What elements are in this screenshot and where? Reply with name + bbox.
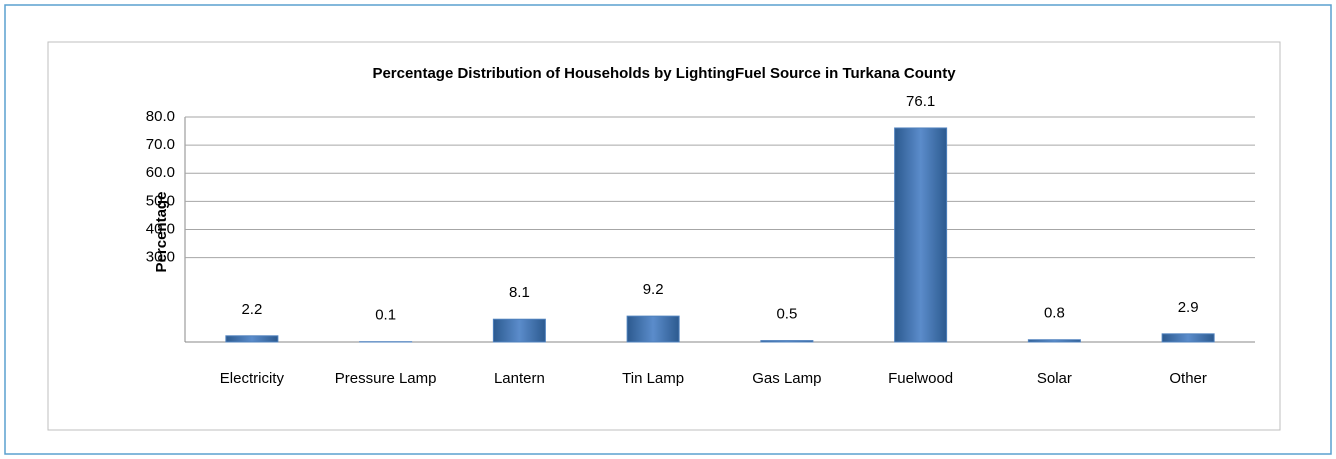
- data-label: 9.2: [643, 281, 664, 298]
- bar: [626, 315, 680, 343]
- data-label: 0.8: [1044, 305, 1065, 322]
- y-tick-label: 40.0: [146, 220, 175, 237]
- y-tick-label: 60.0: [146, 164, 175, 181]
- y-tick-label: 80.0: [146, 108, 175, 125]
- x-tick-label: Fuelwood: [888, 370, 953, 387]
- x-tick-label: Tin Lamp: [622, 370, 684, 387]
- x-tick-label: Pressure Lamp: [335, 370, 437, 387]
- x-tick-label: Other: [1169, 370, 1207, 387]
- chart-title: Percentage Distribution of Households by…: [372, 65, 956, 82]
- x-tick-label: Solar: [1037, 370, 1072, 387]
- bar: [1027, 339, 1081, 343]
- x-tick-label: Electricity: [220, 370, 285, 387]
- data-label: 0.1: [375, 307, 396, 324]
- data-label: 8.1: [509, 284, 530, 301]
- bar: [225, 335, 279, 343]
- y-axis-title: Percentage: [153, 192, 170, 273]
- x-tick-label: Gas Lamp: [752, 370, 821, 387]
- y-tick-label: 50.0: [146, 192, 175, 209]
- data-label: 0.5: [776, 306, 797, 323]
- data-label: 2.9: [1178, 299, 1199, 316]
- y-tick-label: 70.0: [146, 136, 175, 153]
- data-label: 76.1: [906, 93, 935, 110]
- chart-frame: [47, 41, 1281, 431]
- bar: [1161, 333, 1215, 343]
- bar: [492, 318, 546, 343]
- data-label: 2.2: [241, 301, 262, 318]
- y-tick-label: 30.0: [146, 249, 175, 266]
- bar: [760, 340, 814, 343]
- x-tick-label: Lantern: [494, 370, 545, 387]
- bar: [894, 127, 948, 343]
